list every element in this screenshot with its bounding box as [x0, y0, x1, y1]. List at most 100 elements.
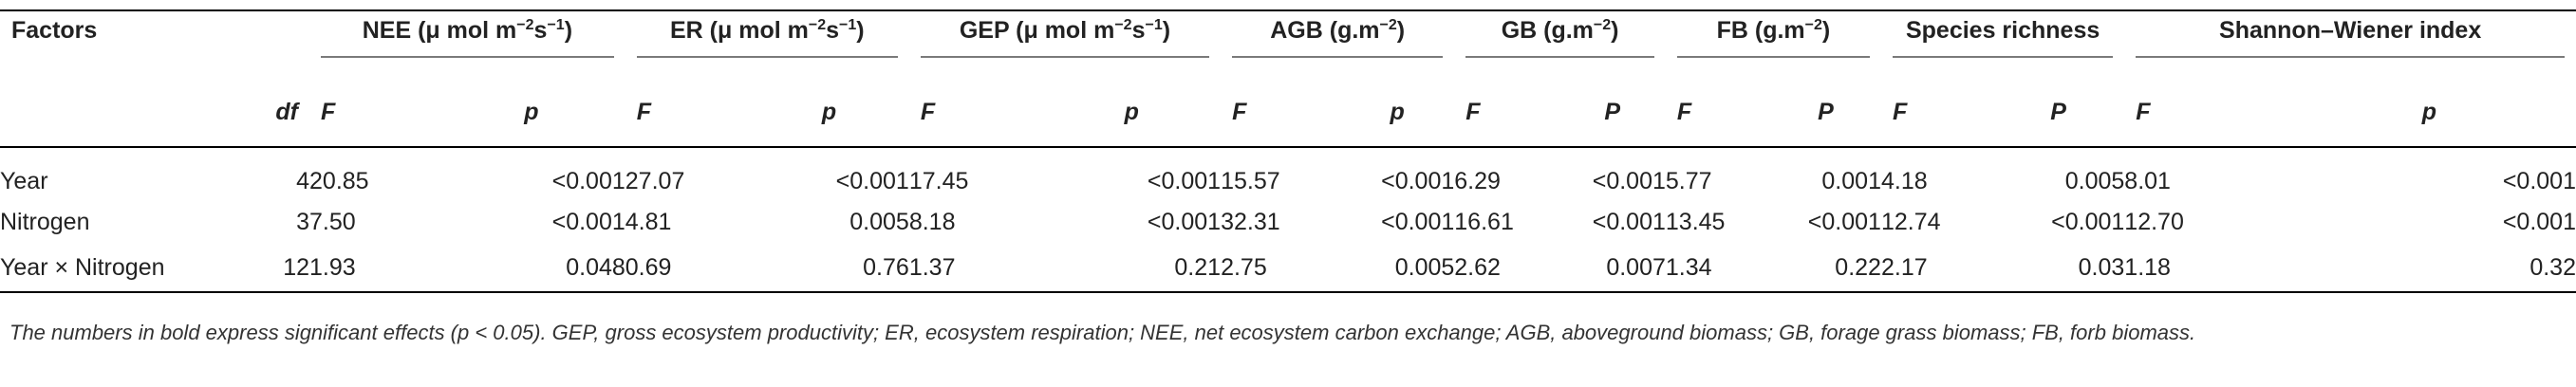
p-value-cell: 0.03: [1991, 244, 2125, 293]
table-row: Year 4 20.85 <0.001 27.07 <0.001 17.45 <0.001 15…: [0, 147, 2576, 201]
group-label-superscript: −1: [547, 17, 565, 33]
p-value-cell: 0.005: [1339, 244, 1455, 293]
df-cell: 12: [236, 244, 310, 293]
group-header-gep: GEP (μ mol m−2s−1): [908, 9, 1222, 78]
p-value-cell: <0.001: [1147, 167, 1222, 194]
group-label-superscript: −1: [1145, 17, 1163, 33]
table-row: Nitrogen 3 7.50 <0.001 4.81 0.005 8.18 <0.001 32…: [0, 201, 2576, 244]
anova-table: Factors NEE (μ mol m−2s−1) ER (μ mol m−2…: [0, 9, 2576, 293]
f-column-header: F: [309, 78, 438, 148]
group-label-text-mid: s: [533, 17, 548, 44]
p-column-header: p: [1042, 78, 1222, 148]
f-column-header: F: [2124, 78, 2283, 148]
factor-cell: Nitrogen: [0, 209, 90, 235]
table-row: Year × Nitrogen 12 1.93 0.048 0.69 0.76 1.37 0.…: [0, 244, 2576, 293]
group-header-nee: NEE (μ mol m−2s−1): [309, 9, 625, 78]
f-value-cell: 1.93: [309, 244, 438, 293]
p-column-header: P: [1559, 78, 1666, 148]
p-value-cell: <0.001: [2051, 209, 2125, 235]
f-value-cell: 27.07: [625, 167, 685, 194]
p-value-cell: 0.007: [1559, 244, 1666, 293]
p-value-cell: <0.001: [835, 167, 909, 194]
p-value-cell: 0.005: [2064, 167, 2125, 194]
p-column-header: p: [749, 78, 909, 148]
f-value-cell: 13.45: [1665, 209, 1726, 235]
f-value-cell: 2.17: [1880, 244, 1992, 293]
f-column-header: F: [1880, 78, 1992, 148]
group-label-text: Shannon–Wiener index: [2219, 17, 2482, 44]
f-value-cell: 17.45: [908, 167, 969, 194]
df-cell: 4: [296, 167, 310, 194]
p-value-cell: 0.005: [849, 209, 909, 235]
group-label-superscript: −1: [839, 17, 857, 33]
group-header-species-richness: Species richness: [1880, 9, 2125, 78]
group-label-text: NEE (μ mol m: [362, 17, 517, 44]
group-label-text-end: ): [1162, 17, 1171, 44]
f-value-cell: 20.85: [309, 167, 369, 194]
f-column-header: F: [1665, 78, 1771, 148]
group-label-text: ER (μ mol m: [670, 17, 809, 44]
p-value-cell: 0.76: [749, 244, 909, 293]
p-column-header: P: [1770, 78, 1881, 148]
f-value-cell: 4.81: [625, 209, 672, 235]
f-value-cell: 5.77: [1665, 167, 1712, 194]
table-footnote: The numbers in bold express significant …: [9, 321, 2196, 344]
f-value-cell: 8.01: [2124, 167, 2171, 194]
p-value-cell: 0.22: [1770, 244, 1881, 293]
p-value-cell: <0.001: [1381, 167, 1455, 194]
group-header-gb: GB (g.m−2): [1454, 9, 1666, 78]
f-column-header: F: [908, 78, 1043, 148]
p-value-cell: <0.001: [551, 167, 625, 194]
group-label-text: Species richness: [1905, 17, 2100, 44]
f-value-cell: 32.31: [1221, 209, 1280, 235]
p-value-cell: <0.001: [2502, 167, 2576, 194]
df-header: df: [236, 78, 310, 148]
p-column-header: p: [437, 78, 625, 148]
p-value-cell: 0.048: [437, 244, 625, 293]
f-value-cell: 8.18: [908, 209, 956, 235]
f-value-cell: 1.37: [908, 244, 1043, 293]
p-column-header: p: [1339, 78, 1455, 148]
f-column-header: F: [625, 78, 750, 148]
df-cell: 3: [296, 209, 310, 235]
p-value-cell: <0.001: [1807, 209, 1881, 235]
f-value-cell: 15.57: [1221, 167, 1280, 194]
group-label-text: FB (g.m: [1716, 17, 1805, 44]
factor-cell: Year: [0, 167, 48, 194]
factor-cell: Year × Nitrogen: [0, 244, 237, 293]
group-header-fb: FB (g.m−2): [1665, 9, 1881, 78]
f-value-cell: 1.34: [1665, 244, 1771, 293]
p-column-header: p: [2282, 78, 2576, 148]
f-value-cell: 6.29: [1454, 167, 1501, 194]
sub-header-spacer: [0, 78, 237, 148]
group-label-superscript: −2: [1593, 17, 1612, 33]
group-label-text-end: ): [1396, 17, 1406, 44]
group-label-text: GB (g.m: [1501, 17, 1594, 44]
f-value-cell: 2.75: [1221, 244, 1340, 293]
header-group-row: Factors NEE (μ mol m−2s−1) ER (μ mol m−2…: [0, 9, 2576, 78]
group-label-text-mid: s: [826, 17, 840, 44]
f-value-cell: 4.18: [1880, 167, 1928, 194]
p-value-cell: <0.001: [1592, 209, 1666, 235]
p-value-cell: 0.21: [1042, 244, 1222, 293]
f-column-header: F: [1221, 78, 1340, 148]
f-value-cell: 7.50: [309, 209, 356, 235]
table-body: Year 4 20.85 <0.001 27.07 <0.001 17.45 <0.001 15…: [0, 147, 2576, 293]
f-value-cell: 16.61: [1454, 209, 1514, 235]
group-label-text-end: ): [564, 17, 573, 44]
group-label-text-end: ): [1821, 17, 1831, 44]
group-header-agb: AGB (g.m−2): [1221, 9, 1455, 78]
f-value-cell: 2.62: [1454, 244, 1559, 293]
group-header-shannon-wiener: Shannon–Wiener index: [2124, 9, 2576, 78]
group-header-er: ER (μ mol m−2s−1): [625, 9, 909, 78]
p-value-cell: <0.001: [2502, 209, 2576, 235]
p-value-cell: <0.001: [1592, 167, 1666, 194]
group-label-superscript: −2: [516, 17, 534, 33]
group-label-text-mid: s: [1131, 17, 1146, 44]
p-value-cell: <0.001: [551, 209, 625, 235]
group-label-superscript: −2: [808, 17, 827, 33]
group-label-superscript: −2: [1804, 17, 1822, 33]
factors-header: Factors: [0, 9, 237, 78]
